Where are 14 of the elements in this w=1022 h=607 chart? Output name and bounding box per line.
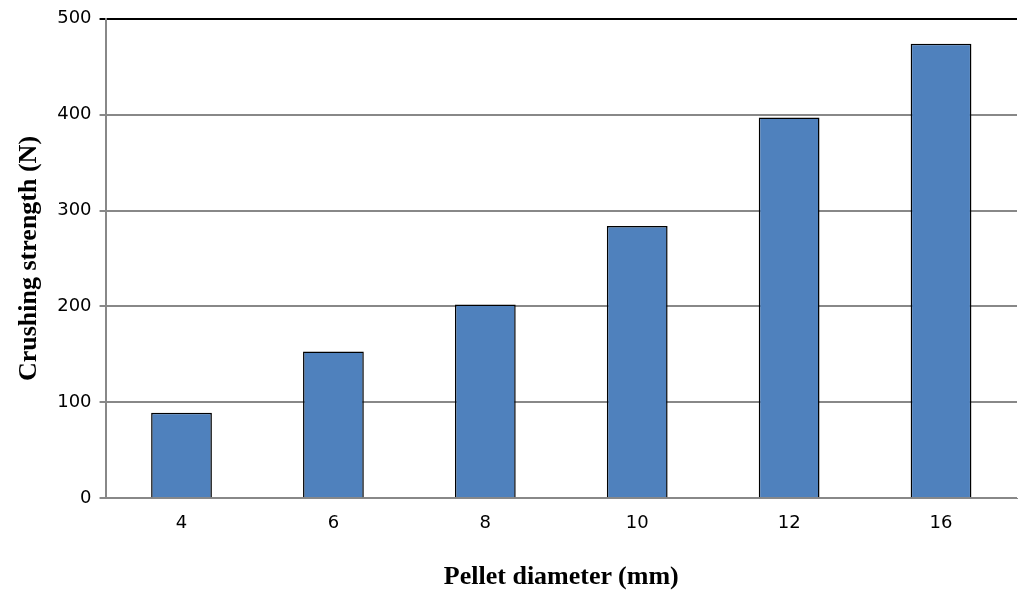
y-tick-label: 200	[57, 294, 92, 316]
y-tick-label: 100	[57, 389, 92, 411]
x-tick-label: 10	[625, 510, 649, 532]
x-tick-label: 4	[175, 510, 188, 532]
y-tick-label: 300	[57, 198, 92, 220]
x-tick-label: 8	[479, 510, 492, 532]
x-tick-label: 16	[929, 510, 953, 532]
y-tick-label: 0	[80, 485, 92, 507]
y-tick-label: 400	[57, 102, 92, 124]
y-axis-title: Crushing strength (N)	[13, 135, 43, 382]
y-tick-label: 500	[57, 6, 92, 28]
x-axis-title: Pellet diameter (mm)	[443, 561, 679, 591]
x-tick-label: 12	[777, 510, 801, 532]
x-tick-label: 6	[327, 510, 340, 532]
